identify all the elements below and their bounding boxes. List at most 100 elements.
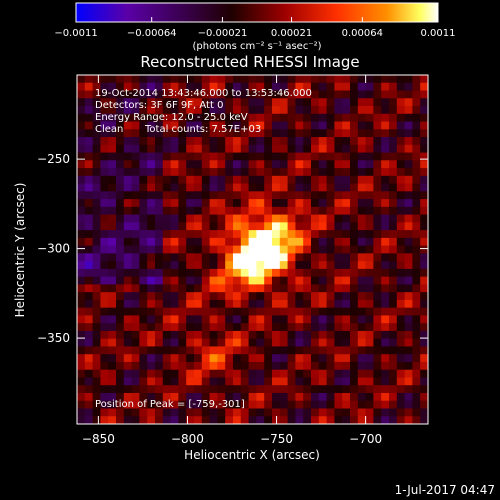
heatmap-cell bbox=[217, 315, 226, 324]
heatmap-cell bbox=[100, 237, 109, 247]
heatmap-cell bbox=[311, 369, 320, 379]
heatmap-cell bbox=[77, 144, 86, 154]
heatmap-cell bbox=[217, 408, 226, 417]
x-tick-label: −850 bbox=[82, 432, 115, 446]
heatmap-cell bbox=[420, 121, 428, 130]
heatmap-cell bbox=[240, 268, 250, 278]
heatmap-cell bbox=[365, 152, 374, 161]
heatmap-cell bbox=[217, 268, 226, 278]
heatmap-cell bbox=[373, 416, 382, 424]
heatmap-cell bbox=[279, 323, 289, 332]
heatmap-cell bbox=[326, 385, 335, 394]
heatmap-cell bbox=[404, 315, 413, 324]
heatmap-cell bbox=[209, 408, 218, 417]
heatmap-cell bbox=[334, 137, 343, 146]
heatmap-cell bbox=[256, 168, 265, 177]
heatmap-cell bbox=[186, 385, 195, 394]
heatmap-cell bbox=[342, 237, 351, 247]
heatmap-cell bbox=[186, 307, 195, 317]
heatmap-cell bbox=[178, 377, 187, 386]
heatmap-cell bbox=[162, 75, 172, 84]
heatmap-cell bbox=[396, 253, 406, 262]
heatmap-cell bbox=[116, 292, 125, 301]
heatmap-cell bbox=[84, 338, 94, 348]
heatmap-cell bbox=[155, 261, 164, 270]
heatmap-cell bbox=[201, 385, 211, 394]
heatmap-cell bbox=[147, 299, 156, 309]
heatmap-cell bbox=[396, 276, 406, 285]
heatmap-cell bbox=[311, 245, 320, 254]
heatmap-cell bbox=[84, 346, 94, 355]
heatmap-cell bbox=[248, 106, 257, 115]
heatmap-cell bbox=[381, 338, 390, 348]
heatmap-cell bbox=[139, 168, 148, 177]
heatmap-cell bbox=[77, 113, 86, 123]
heatmap-cell bbox=[381, 315, 390, 324]
heatmap-cell bbox=[186, 400, 195, 410]
heatmap-cell bbox=[116, 284, 125, 293]
heatmap-cell bbox=[201, 253, 211, 262]
heatmap-cell bbox=[170, 199, 179, 208]
heatmap-cell bbox=[194, 75, 203, 84]
heatmap-cell bbox=[264, 144, 273, 154]
heatmap-cell bbox=[272, 299, 281, 309]
heatmap-cell bbox=[389, 168, 398, 177]
heatmap-cell bbox=[342, 268, 351, 278]
heatmap-cell bbox=[318, 191, 328, 200]
heatmap-cell bbox=[178, 268, 187, 278]
heatmap-cell bbox=[318, 276, 328, 285]
heatmap-cell bbox=[365, 338, 374, 348]
heatmap-cell bbox=[201, 98, 211, 107]
heatmap-cell bbox=[209, 129, 218, 138]
heatmap-cell bbox=[248, 206, 257, 216]
heatmap-cell bbox=[303, 137, 312, 146]
heatmap-cell bbox=[92, 361, 101, 371]
heatmap-cell bbox=[272, 230, 281, 239]
heatmap-cell bbox=[373, 237, 382, 247]
heatmap-cell bbox=[248, 230, 257, 239]
heatmap-cell bbox=[139, 253, 148, 262]
heatmap-cell bbox=[342, 214, 351, 223]
heatmap-cell bbox=[365, 237, 374, 247]
heatmap-cell bbox=[295, 237, 304, 247]
heatmap-cell bbox=[381, 75, 390, 84]
heatmap-cell bbox=[396, 113, 406, 123]
heatmap-cell bbox=[357, 160, 367, 169]
heatmap-cell bbox=[123, 137, 133, 146]
heatmap-cell bbox=[178, 206, 187, 216]
heatmap-cell bbox=[116, 330, 125, 340]
heatmap-cell bbox=[201, 392, 211, 402]
heatmap-cell bbox=[420, 361, 428, 371]
heatmap-cell bbox=[334, 346, 343, 355]
heatmap-cell bbox=[295, 361, 304, 371]
heatmap-cell bbox=[303, 330, 312, 340]
heatmap-cell bbox=[131, 175, 140, 185]
heatmap-cell bbox=[326, 152, 335, 161]
heatmap-cell bbox=[365, 284, 374, 293]
heatmap-cell bbox=[350, 268, 359, 278]
heatmap-cell bbox=[287, 284, 296, 293]
x-tick-label: −800 bbox=[171, 432, 204, 446]
heatmap-cell bbox=[108, 323, 117, 332]
heatmap-cell bbox=[342, 338, 351, 348]
heatmap-cell bbox=[123, 307, 133, 317]
heatmap-cell bbox=[326, 261, 335, 270]
heatmap-cell bbox=[209, 106, 218, 115]
heatmap-cell bbox=[162, 392, 172, 402]
heatmap-cell bbox=[389, 315, 398, 324]
heatmap-cell bbox=[303, 323, 312, 332]
heatmap-cell bbox=[256, 90, 265, 99]
heatmap-cell bbox=[342, 330, 351, 340]
heatmap-cell bbox=[287, 299, 296, 309]
heatmap-cell bbox=[240, 199, 250, 208]
heatmap-cell bbox=[295, 214, 304, 223]
heatmap-cell bbox=[131, 98, 140, 107]
heatmap-cell bbox=[248, 191, 257, 200]
heatmap-cell bbox=[404, 253, 413, 262]
heatmap-cell bbox=[279, 82, 289, 92]
heatmap-cell bbox=[326, 144, 335, 154]
heatmap-cell bbox=[350, 183, 359, 192]
heatmap-cell bbox=[92, 369, 101, 379]
heatmap-cell bbox=[295, 416, 304, 424]
heatmap-cell bbox=[389, 408, 398, 417]
